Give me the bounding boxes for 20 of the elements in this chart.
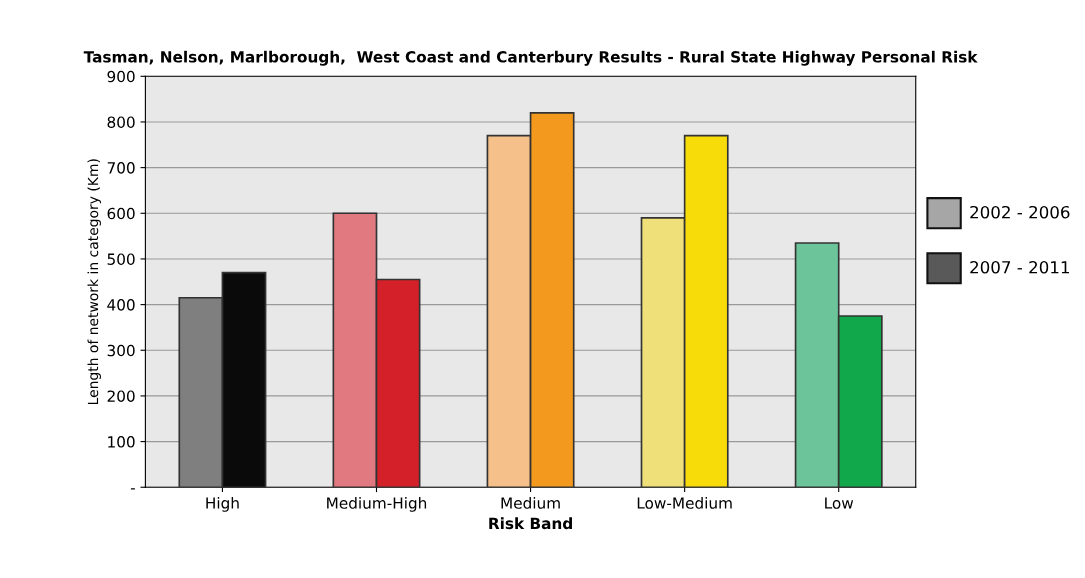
y-tick-label: 300 — [107, 344, 135, 357]
x-tick-label: High — [206, 496, 239, 512]
x-tick-label: Medium — [501, 496, 560, 509]
y-tick-label: 100 — [108, 436, 135, 448]
y-tick-label: 400 — [107, 299, 135, 311]
y-tick-label: 200 — [107, 390, 135, 402]
x-axis-title: Risk Band — [489, 517, 572, 530]
text: 2002 - 2006 — [970, 205, 1070, 219]
x-tick-label: Low — [825, 497, 854, 509]
y-tick-label: - — [130, 488, 135, 490]
x-tick-label: Low-Medium — [637, 496, 732, 509]
y-tick-label: 800 — [107, 116, 135, 128]
y-tick-label: 900 — [107, 70, 135, 83]
y-tick-label: 700 — [107, 162, 135, 174]
text: 2007 - 2011 — [970, 260, 1069, 274]
y-tick-label: 500 — [107, 253, 135, 265]
y-tick-label: 600 — [107, 207, 135, 220]
y-axis-title: Length of network in category (Km) — [87, 159, 101, 405]
x-tick-label: Medium-High — [327, 496, 427, 512]
chart-title: Tasman, Nelson, Marlborough, West Coast and Canterbury Results - Rural State Highway Personal Risk — [83, 50, 978, 66]
